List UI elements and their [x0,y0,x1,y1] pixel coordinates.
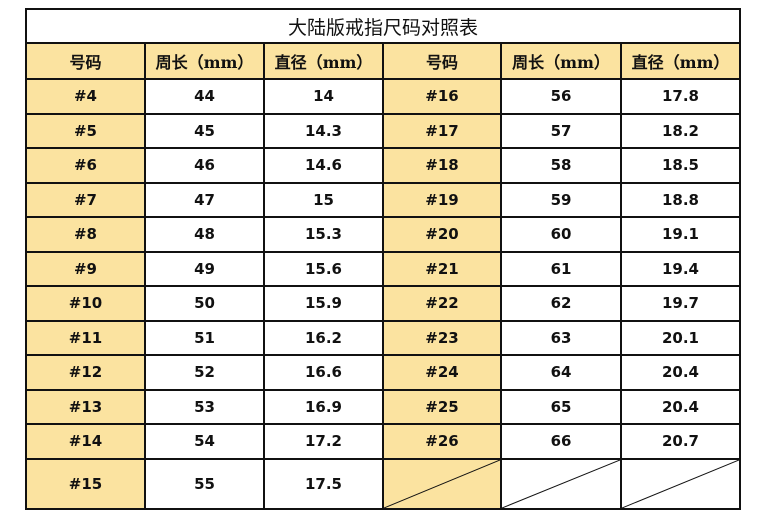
cell-size: #14 [25,423,146,460]
header-diameter: 直径（mm） [263,42,384,80]
cell-circumference: 48 [144,216,265,253]
cell-circumference: 46 [144,147,265,184]
cell-size: #13 [25,388,146,425]
cell-size: #11 [25,319,146,356]
cell-size: #17 [382,112,502,149]
cell-diameter: 18.8 [620,181,741,218]
header-size: 号码 [25,42,146,80]
cell-diameter: 16.6 [263,354,384,391]
cell-diameter: 17.5 [263,457,384,510]
cell-circumference: 49 [144,250,265,287]
header-size: 号码 [382,42,502,80]
ring-size-table: 大陆版戒指尺码对照表 号码 周长（mm） 直径（mm） 号码 周长（mm） 直径… [25,8,741,510]
cell-circumference: 59 [500,181,622,218]
cell-diameter: 20.4 [620,354,741,391]
cell-size: #7 [25,181,146,218]
cell-circumference: 61 [500,250,622,287]
cell-circumference: 50 [144,285,265,322]
table-row: #13 53 16.9 #25 65 20.4 [25,388,741,425]
empty-cell [500,457,622,510]
cell-circumference: 64 [500,354,622,391]
cell-circumference: 66 [500,423,622,460]
cell-size: #12 [25,354,146,391]
cell-circumference: 58 [500,147,622,184]
table-row: #10 50 15.9 #22 62 19.7 [25,285,741,322]
cell-size: #20 [382,216,502,253]
cell-circumference: 57 [500,112,622,149]
cell-size: #10 [25,285,146,322]
table-title: 大陆版戒指尺码对照表 [25,8,741,44]
cell-diameter: 19.4 [620,250,741,287]
cell-circumference: 51 [144,319,265,356]
cell-circumference: 53 [144,388,265,425]
cell-circumference: 62 [500,285,622,322]
cell-diameter: 15 [263,181,384,218]
cell-size: #23 [382,319,502,356]
table-row: #15 55 17.5 [25,457,741,510]
cell-diameter: 15.3 [263,216,384,253]
cell-circumference: 65 [500,388,622,425]
table-row: #8 48 15.3 #20 60 19.1 [25,216,741,253]
cell-circumference: 52 [144,354,265,391]
header-row: 号码 周长（mm） 直径（mm） 号码 周长（mm） 直径（mm） [25,42,741,80]
cell-circumference: 45 [144,112,265,149]
table-row: #6 46 14.6 #18 58 18.5 [25,147,741,184]
cell-diameter: 16.9 [263,388,384,425]
header-circumference: 周长（mm） [144,42,265,80]
table-row: #12 52 16.6 #24 64 20.4 [25,354,741,391]
table-row: #7 47 15 #19 59 18.8 [25,181,741,218]
empty-cell [382,457,502,510]
cell-diameter: 17.2 [263,423,384,460]
cell-diameter: 16.2 [263,319,384,356]
cell-size: #24 [382,354,502,391]
cell-size: #8 [25,216,146,253]
cell-circumference: 55 [144,457,265,510]
cell-diameter: 15.9 [263,285,384,322]
cell-size: #26 [382,423,502,460]
cell-circumference: 44 [144,78,265,115]
cell-circumference: 63 [500,319,622,356]
cell-diameter: 18.5 [620,147,741,184]
cell-diameter: 14.3 [263,112,384,149]
cell-diameter: 15.6 [263,250,384,287]
cell-diameter: 17.8 [620,78,741,115]
table-row: #14 54 17.2 #26 66 20.7 [25,423,741,460]
cell-diameter: 19.7 [620,285,741,322]
cell-diameter: 20.7 [620,423,741,460]
cell-size: #5 [25,112,146,149]
cell-circumference: 47 [144,181,265,218]
cell-size: #21 [382,250,502,287]
table-row: #9 49 15.6 #21 61 19.4 [25,250,741,287]
diagonal-slash [502,460,620,508]
cell-diameter: 14 [263,78,384,115]
empty-cell [620,457,741,510]
diagonal-slash [384,460,500,508]
table-row: #11 51 16.2 #23 63 20.1 [25,319,741,356]
header-circumference: 周长（mm） [500,42,622,80]
diagonal-slash [622,460,739,508]
cell-diameter: 14.6 [263,147,384,184]
table-row: #5 45 14.3 #17 57 18.2 [25,112,741,149]
cell-diameter: 19.1 [620,216,741,253]
cell-size: #15 [25,457,146,510]
cell-diameter: 18.2 [620,112,741,149]
cell-size: #22 [382,285,502,322]
table-row: #4 44 14 #16 56 17.8 [25,78,741,115]
cell-size: #9 [25,250,146,287]
cell-size: #18 [382,147,502,184]
cell-diameter: 20.4 [620,388,741,425]
ring-size-table-container: 大陆版戒指尺码对照表 号码 周长（mm） 直径（mm） 号码 周长（mm） 直径… [25,8,741,510]
cell-size: #6 [25,147,146,184]
header-diameter: 直径（mm） [620,42,741,80]
cell-diameter: 20.1 [620,319,741,356]
cell-size: #25 [382,388,502,425]
cell-size: #16 [382,78,502,115]
cell-circumference: 56 [500,78,622,115]
cell-size: #4 [25,78,146,115]
cell-circumference: 60 [500,216,622,253]
cell-circumference: 54 [144,423,265,460]
cell-size: #19 [382,181,502,218]
